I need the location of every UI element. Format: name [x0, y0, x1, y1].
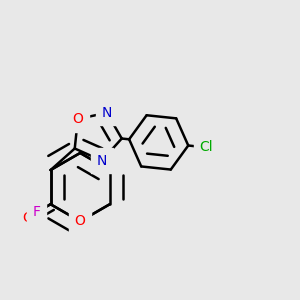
- Text: N: N: [102, 106, 112, 120]
- Text: O: O: [75, 214, 86, 228]
- Text: O: O: [22, 211, 33, 225]
- Text: Cl: Cl: [199, 140, 213, 154]
- Text: O: O: [72, 112, 83, 126]
- Text: F: F: [32, 206, 40, 219]
- Text: N: N: [97, 154, 107, 168]
